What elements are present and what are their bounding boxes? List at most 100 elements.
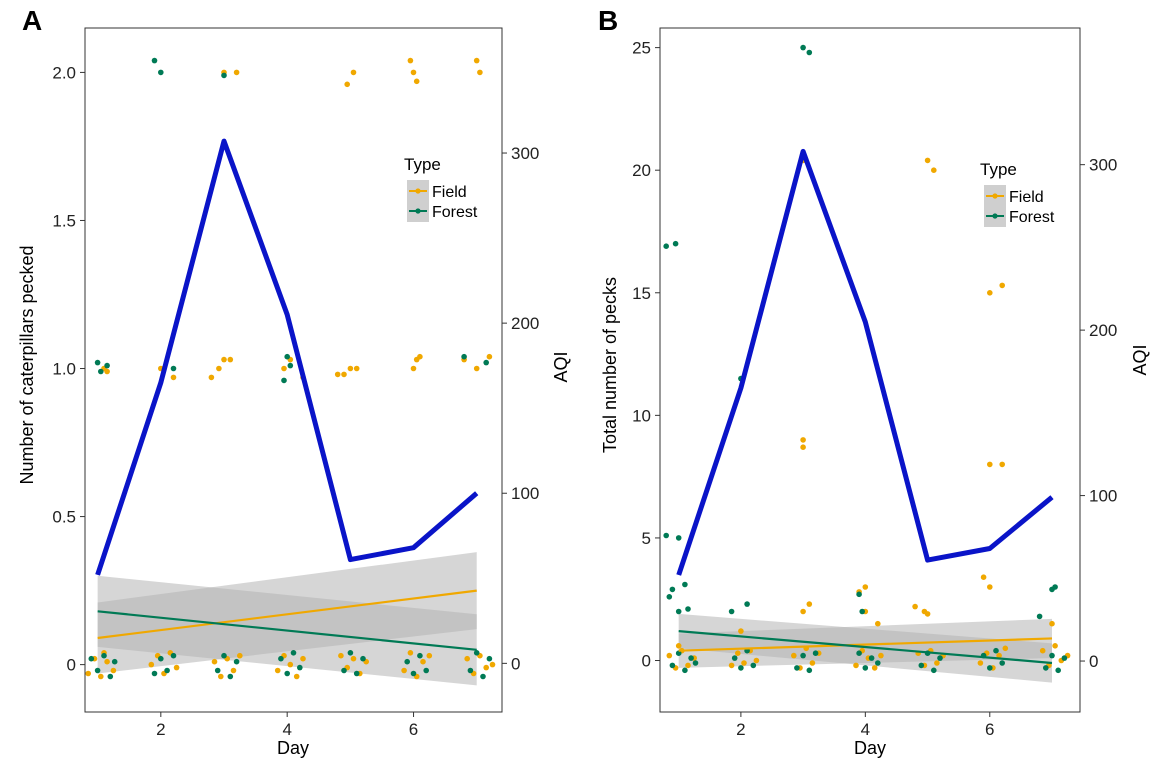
data-point-field bbox=[875, 620, 881, 627]
data-point-field bbox=[800, 444, 806, 451]
data-point-forest bbox=[353, 670, 360, 677]
data-point-field bbox=[666, 652, 673, 659]
data-point-field bbox=[464, 655, 471, 662]
data-point-forest bbox=[151, 670, 158, 677]
data-point-field bbox=[233, 69, 240, 76]
data-point-forest bbox=[875, 660, 881, 666]
data-point-forest bbox=[360, 655, 366, 662]
data-point-field bbox=[675, 643, 682, 649]
data-point-field bbox=[987, 461, 993, 468]
x-tick-label: 4 bbox=[861, 720, 870, 739]
data-point-field bbox=[999, 461, 1005, 468]
data-point-field bbox=[738, 628, 744, 634]
data-point-field bbox=[924, 611, 931, 617]
data-point-forest bbox=[287, 362, 294, 369]
data-point-forest bbox=[290, 650, 297, 656]
data-point-field bbox=[104, 658, 110, 665]
data-point-forest bbox=[800, 44, 806, 51]
data-point-field bbox=[800, 608, 806, 615]
data-point-field bbox=[486, 353, 493, 360]
x-tick-label: 6 bbox=[409, 720, 418, 739]
data-point-field bbox=[274, 667, 281, 674]
data-point-forest bbox=[417, 652, 423, 659]
panel-b-legend: Type Field Forest bbox=[980, 160, 1055, 227]
data-point-field bbox=[931, 167, 937, 173]
panel-a-letter: A bbox=[22, 5, 42, 36]
data-point-forest bbox=[1055, 667, 1061, 674]
x-tick-label: 2 bbox=[156, 720, 165, 739]
data-point-field bbox=[216, 365, 222, 372]
data-point-field bbox=[413, 78, 420, 85]
data-point-forest bbox=[410, 670, 417, 677]
panel-b-legend-label-field: Field bbox=[1009, 189, 1044, 206]
data-point-field bbox=[170, 374, 177, 381]
data-point-field bbox=[98, 673, 104, 680]
data-point-field bbox=[85, 670, 91, 677]
aqi-series-line bbox=[95, 138, 479, 576]
data-point-forest bbox=[728, 608, 735, 615]
data-point-field bbox=[800, 437, 806, 443]
data-point-forest bbox=[993, 647, 999, 654]
panel-a-legend-label-field: Field bbox=[432, 184, 467, 201]
data-point-forest bbox=[731, 655, 738, 661]
trend-line-field bbox=[97, 589, 477, 640]
y-tick-label: 25 bbox=[632, 39, 651, 58]
x-tick-label: 6 bbox=[985, 720, 994, 739]
data-point-forest bbox=[669, 662, 676, 669]
data-point-field bbox=[344, 81, 351, 88]
data-point-field bbox=[1002, 645, 1009, 652]
data-point-forest bbox=[164, 667, 170, 674]
data-point-forest bbox=[170, 365, 177, 372]
data-point-forest bbox=[1052, 584, 1058, 590]
panel-b-y-ticks: 0 5 10 15 20 25 bbox=[632, 39, 660, 671]
data-point-field bbox=[227, 356, 234, 363]
y2-tick-label: 0 bbox=[1089, 652, 1098, 671]
data-point-forest bbox=[151, 57, 158, 64]
panel-b-y-axis-title: Total number of pecks bbox=[600, 277, 620, 453]
data-point-forest bbox=[278, 655, 284, 662]
panel-b-x-ticks: 2 4 6 bbox=[736, 712, 995, 739]
data-point-forest bbox=[158, 69, 164, 76]
data-point-forest bbox=[170, 652, 177, 659]
data-point-field bbox=[728, 662, 735, 669]
y-tick-label: 1.5 bbox=[52, 211, 76, 230]
data-point-forest bbox=[692, 660, 699, 666]
data-point-forest bbox=[480, 673, 486, 680]
data-point-forest bbox=[467, 667, 474, 674]
data-point-forest bbox=[1049, 652, 1055, 659]
data-point-field bbox=[221, 356, 227, 363]
data-point-forest bbox=[94, 359, 101, 366]
data-point-forest bbox=[473, 650, 480, 656]
data-point-forest bbox=[666, 594, 673, 600]
data-point-forest bbox=[688, 655, 694, 661]
trend-line-forest bbox=[678, 630, 1053, 665]
data-point-forest bbox=[483, 359, 490, 366]
data-point-field bbox=[417, 353, 423, 360]
data-point-forest bbox=[486, 655, 493, 662]
data-point-forest bbox=[794, 665, 800, 671]
data-point-forest bbox=[675, 608, 682, 615]
data-point-forest bbox=[931, 667, 937, 674]
panel-b-frame bbox=[659, 27, 1081, 713]
data-point-field bbox=[110, 667, 117, 674]
panel-b-legend-label-forest: Forest bbox=[1009, 209, 1055, 226]
data-point-field bbox=[987, 290, 993, 296]
panel-b-y2-ticks: 0 100 200 300 bbox=[1080, 156, 1117, 671]
y-tick-label: 0 bbox=[67, 656, 76, 675]
data-point-forest bbox=[221, 652, 227, 659]
data-point-field bbox=[287, 661, 294, 668]
data-point-field bbox=[473, 365, 480, 372]
y2-tick-label: 100 bbox=[511, 484, 539, 503]
panel-a-y-axis-title: Number of caterpillars pecked bbox=[17, 245, 37, 484]
data-point-field bbox=[735, 650, 741, 656]
data-point-forest bbox=[297, 664, 303, 671]
y-tick-label: 10 bbox=[632, 406, 651, 425]
data-point-field bbox=[980, 574, 987, 580]
data-point-forest bbox=[685, 606, 691, 612]
data-point-field bbox=[420, 658, 426, 665]
data-point-forest bbox=[1061, 655, 1068, 661]
data-point-field bbox=[862, 584, 869, 590]
data-point-field bbox=[871, 665, 878, 671]
data-point-field bbox=[1039, 647, 1046, 654]
